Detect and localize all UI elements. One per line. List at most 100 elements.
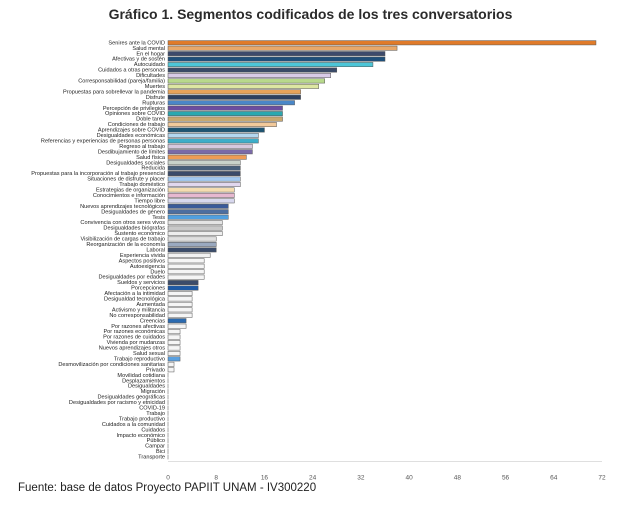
category-label: Transporte <box>138 455 165 461</box>
category-label: No corresponsabilidad <box>109 313 165 319</box>
bar <box>167 269 205 275</box>
bar <box>167 258 205 264</box>
category-label: Desigualdad tecnológica <box>104 297 166 303</box>
bar <box>167 176 241 182</box>
x-tick-label: 32 <box>357 475 365 482</box>
category-label: En el hogar <box>136 51 165 57</box>
bar <box>167 296 193 302</box>
category-label: Convivencia con otros seres vivos <box>80 220 165 226</box>
bar <box>167 56 386 62</box>
bar <box>167 51 386 57</box>
category-label: Autoexigencia <box>130 264 166 270</box>
category-label: Reducida <box>141 166 166 172</box>
category-label: Aumentada <box>136 302 165 308</box>
category-label: Por razones de cuidados <box>103 335 165 341</box>
category-label: Afectación a la intimidad <box>104 291 165 297</box>
bar <box>167 94 301 100</box>
category-label: COVID-19 <box>139 406 165 412</box>
bar <box>167 40 597 46</box>
category-label: Tiempo libre <box>134 198 165 204</box>
bar <box>167 62 374 68</box>
category-label: Trabajo reproductivo <box>114 356 165 362</box>
bar <box>167 307 193 313</box>
category-label: Autocuidado <box>134 62 165 68</box>
category-label: Sueldos y servicios <box>117 280 165 286</box>
bar <box>167 160 241 166</box>
bar <box>167 78 325 84</box>
category-label: Privado <box>146 367 165 373</box>
bar <box>167 171 241 176</box>
bar <box>167 154 247 160</box>
x-tick-label: 48 <box>454 475 462 482</box>
category-label: Porcepciones <box>131 286 165 292</box>
bar <box>167 203 229 209</box>
category-label: Conocimientos e información <box>93 193 165 199</box>
bar <box>167 100 295 106</box>
x-tick-label: 0 <box>166 475 170 482</box>
category-label: Reorganización de la economía <box>86 242 166 248</box>
bar <box>167 89 301 95</box>
category-label: Aspectos positivos <box>119 258 166 264</box>
bar <box>167 45 398 51</box>
category-label: Campar <box>145 444 165 450</box>
source-note: Fuente: base de datos Proyecto PAPIIT UN… <box>18 482 317 494</box>
category-label: Por razones económicas <box>103 329 165 335</box>
category-label: Visibilización de cargas de trabajo <box>81 237 165 243</box>
category-label: Nuevos aprendizajes otros <box>99 346 165 352</box>
bar <box>167 116 283 122</box>
bar <box>167 67 338 73</box>
x-tick-label: 24 <box>309 475 317 482</box>
bar <box>167 105 283 111</box>
bar <box>167 220 223 226</box>
bar <box>167 329 181 335</box>
bar <box>167 274 205 280</box>
bar <box>167 252 211 258</box>
category-label: Situaciones de disfrute y placer <box>87 177 165 183</box>
bar <box>167 356 181 362</box>
bar <box>167 367 175 373</box>
category-label: Desigualdades por racismo y etnicidad <box>69 400 165 406</box>
bar <box>167 83 319 89</box>
bar <box>167 127 265 133</box>
x-tick-label: 40 <box>405 475 413 482</box>
bar <box>167 263 205 269</box>
category-label: Trabajo productivo <box>119 416 165 422</box>
category-label: Corresponsabilidad (pareja/familia) <box>78 79 165 85</box>
bar <box>167 334 181 340</box>
category-label: Desdibujamiento de límites <box>98 149 165 155</box>
category-label: Experiencia vivida <box>120 253 166 259</box>
category-label: Referencias y experiencias de personas p… <box>41 138 165 144</box>
bar <box>167 214 229 220</box>
category-label: Migración <box>141 389 165 395</box>
category-label: Por razones afectivas <box>111 324 165 330</box>
bar <box>167 291 193 296</box>
category-label: Propuestas para sobrellevar la pandemia <box>63 89 166 95</box>
category-label: Desigualdades por edades <box>98 275 165 281</box>
category-label: Tesis <box>152 215 165 221</box>
bar <box>167 345 181 351</box>
category-label: Desigualdades sociales <box>106 160 165 166</box>
bar <box>167 361 175 367</box>
category-label: Percepción de privilegios <box>103 106 165 112</box>
category-label: Creencias <box>140 318 165 324</box>
bar <box>167 225 223 231</box>
bar <box>167 247 217 253</box>
bar <box>167 340 181 345</box>
bar <box>167 149 253 155</box>
category-label: Trabajo <box>146 411 165 417</box>
category-label: Duelo <box>150 269 165 275</box>
category-label: Desigualdades <box>128 384 165 390</box>
category-label: Desigualdades económicas <box>97 133 166 139</box>
bar <box>167 301 193 307</box>
x-tick-label: 56 <box>502 475 510 482</box>
bar <box>167 138 259 144</box>
bar <box>167 182 241 187</box>
category-label: Desmovilización por condiciones sanitari… <box>58 362 165 368</box>
bar <box>167 165 241 171</box>
category-label: Dificultades <box>136 73 165 79</box>
category-label: Aprendizajes sobre COVID <box>98 128 165 134</box>
bar <box>167 312 193 318</box>
category-label: Nuevos aprendizajes tecnológicos <box>80 204 165 210</box>
category-label: Salud física <box>136 155 166 161</box>
bar <box>167 351 181 356</box>
